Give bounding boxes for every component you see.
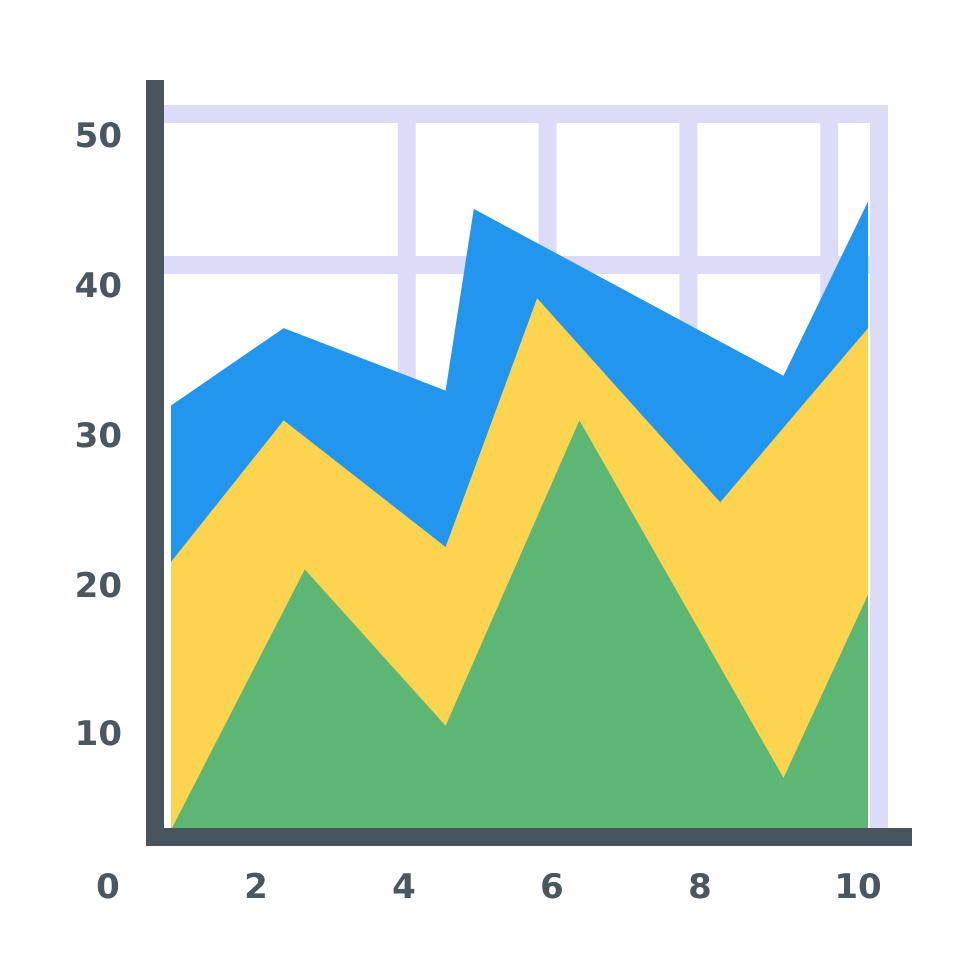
grid-top-border xyxy=(160,105,888,123)
x-tick-label: 10 xyxy=(834,867,881,907)
y-tick-label: 40 xyxy=(75,266,122,306)
axes xyxy=(146,80,912,846)
x-tick-label: 8 xyxy=(688,867,712,907)
x-axis-line xyxy=(146,828,912,846)
area-series-shape xyxy=(171,420,868,830)
y-tick-label: 50 xyxy=(75,116,122,156)
tick-labels: 0 2 4 6 8 10 10 20 30 40 50 xyxy=(75,116,882,907)
x-tick-label: 6 xyxy=(540,867,564,907)
y-axis-line xyxy=(146,80,164,846)
grid-right-border xyxy=(870,105,888,830)
y-tick-label: 30 xyxy=(75,416,122,456)
x-tick-label: 0 xyxy=(96,867,120,907)
y-tick-label: 10 xyxy=(75,714,122,754)
x-tick-label: 4 xyxy=(392,867,416,907)
y-tick-label: 20 xyxy=(75,566,122,606)
x-tick-label: 2 xyxy=(244,867,268,907)
area-series xyxy=(171,201,868,830)
